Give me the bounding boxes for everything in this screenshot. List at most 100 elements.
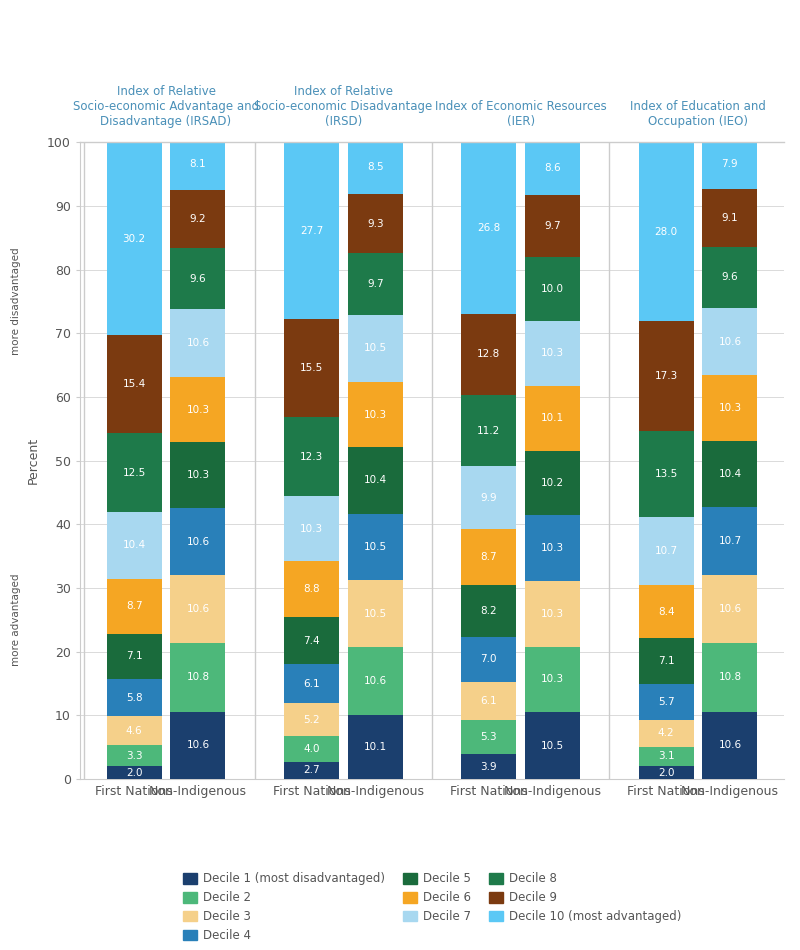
Text: 7.1: 7.1 — [126, 652, 142, 661]
Text: 10.4: 10.4 — [122, 541, 146, 550]
Bar — [348, 254, 402, 315]
Bar — [702, 441, 758, 507]
Bar — [702, 375, 758, 441]
Y-axis label: Percent: Percent — [27, 437, 40, 484]
Text: 7.0: 7.0 — [481, 655, 497, 664]
Bar — [106, 745, 162, 767]
Bar — [702, 247, 758, 308]
Bar — [702, 189, 758, 247]
Text: 10.4: 10.4 — [364, 476, 387, 485]
Bar — [638, 638, 694, 684]
Bar — [462, 529, 516, 585]
Text: 28.0: 28.0 — [654, 227, 678, 237]
Text: 7.4: 7.4 — [303, 636, 320, 646]
Text: 11.2: 11.2 — [477, 426, 500, 436]
Bar — [106, 634, 162, 679]
Text: 2.0: 2.0 — [658, 768, 674, 778]
Text: 10.8: 10.8 — [186, 673, 210, 682]
Bar — [348, 447, 402, 514]
Bar — [284, 142, 339, 319]
Bar — [638, 767, 694, 779]
Text: 10.6: 10.6 — [718, 336, 742, 347]
Text: 27.7: 27.7 — [300, 226, 323, 236]
Bar — [106, 142, 162, 334]
Bar — [702, 643, 758, 712]
Text: 12.5: 12.5 — [122, 467, 146, 478]
Text: 10.6: 10.6 — [718, 740, 742, 751]
Text: 9.7: 9.7 — [544, 221, 561, 231]
Bar — [170, 310, 226, 377]
Text: 30.2: 30.2 — [122, 234, 146, 243]
Bar — [170, 643, 226, 712]
Bar — [284, 736, 339, 762]
Text: 8.5: 8.5 — [367, 162, 383, 172]
Text: 10.7: 10.7 — [718, 536, 742, 546]
Bar — [702, 576, 758, 643]
Text: 7.9: 7.9 — [722, 159, 738, 169]
Bar — [106, 433, 162, 512]
Text: 5.3: 5.3 — [481, 732, 497, 742]
Bar — [348, 580, 402, 647]
Text: 17.3: 17.3 — [654, 370, 678, 381]
Text: 10.2: 10.2 — [541, 478, 564, 488]
Bar — [284, 561, 339, 618]
Bar — [284, 319, 339, 417]
Bar — [348, 315, 402, 382]
Text: 10.6: 10.6 — [186, 338, 210, 348]
Bar — [348, 140, 402, 194]
Text: 10.1: 10.1 — [364, 742, 387, 751]
Bar — [170, 377, 226, 443]
Bar — [284, 496, 339, 561]
Text: 10.1: 10.1 — [541, 413, 564, 424]
Text: 3.3: 3.3 — [126, 750, 142, 761]
Bar — [462, 720, 516, 754]
Bar — [462, 637, 516, 681]
Bar — [702, 712, 758, 779]
Text: 15.5: 15.5 — [300, 363, 323, 373]
Text: 10.6: 10.6 — [186, 604, 210, 614]
Bar — [638, 431, 694, 517]
Text: 26.8: 26.8 — [477, 223, 500, 234]
Bar — [170, 443, 226, 508]
Bar — [106, 767, 162, 779]
Text: 10.3: 10.3 — [718, 403, 742, 413]
Text: 9.9: 9.9 — [481, 493, 497, 503]
Text: 6.1: 6.1 — [481, 696, 497, 706]
Text: 10.3: 10.3 — [541, 543, 564, 553]
Text: 10.3: 10.3 — [300, 523, 323, 534]
Bar — [284, 417, 339, 496]
Bar — [170, 576, 226, 643]
Bar — [638, 684, 694, 720]
Bar — [462, 681, 516, 720]
Bar — [284, 664, 339, 703]
Text: 9.6: 9.6 — [190, 274, 206, 284]
Text: 10.3: 10.3 — [541, 674, 564, 684]
Bar — [170, 248, 226, 310]
Text: 8.6: 8.6 — [544, 163, 561, 173]
Text: 4.6: 4.6 — [126, 726, 142, 735]
Text: 7.1: 7.1 — [658, 656, 674, 666]
Text: 12.3: 12.3 — [300, 451, 323, 462]
Bar — [348, 194, 402, 254]
Text: 9.7: 9.7 — [367, 279, 383, 289]
Bar — [525, 257, 580, 321]
Bar — [106, 716, 162, 745]
Legend: Decile 1 (most disadvantaged), Decile 2, Decile 3, Decile 4, Decile 5, Decile 6,: Decile 1 (most disadvantaged), Decile 2,… — [178, 867, 686, 947]
Text: 10.7: 10.7 — [654, 546, 678, 556]
Bar — [462, 585, 516, 637]
Bar — [525, 196, 580, 257]
Text: 8.1: 8.1 — [190, 159, 206, 169]
Text: 12.8: 12.8 — [477, 350, 500, 359]
Text: 8.8: 8.8 — [303, 584, 320, 595]
Text: 10.6: 10.6 — [364, 676, 387, 686]
Text: 10.6: 10.6 — [718, 604, 742, 614]
Bar — [170, 138, 226, 190]
Bar — [284, 703, 339, 736]
Text: 9.3: 9.3 — [367, 218, 383, 229]
Text: 4.2: 4.2 — [658, 728, 674, 738]
Text: Index of Relative
Socio-economic Advantage and
Disadvantage (IRSAD): Index of Relative Socio-economic Advanta… — [73, 86, 259, 128]
Bar — [284, 762, 339, 779]
Bar — [525, 321, 580, 387]
Text: 10.5: 10.5 — [364, 609, 387, 618]
Bar — [525, 141, 580, 196]
